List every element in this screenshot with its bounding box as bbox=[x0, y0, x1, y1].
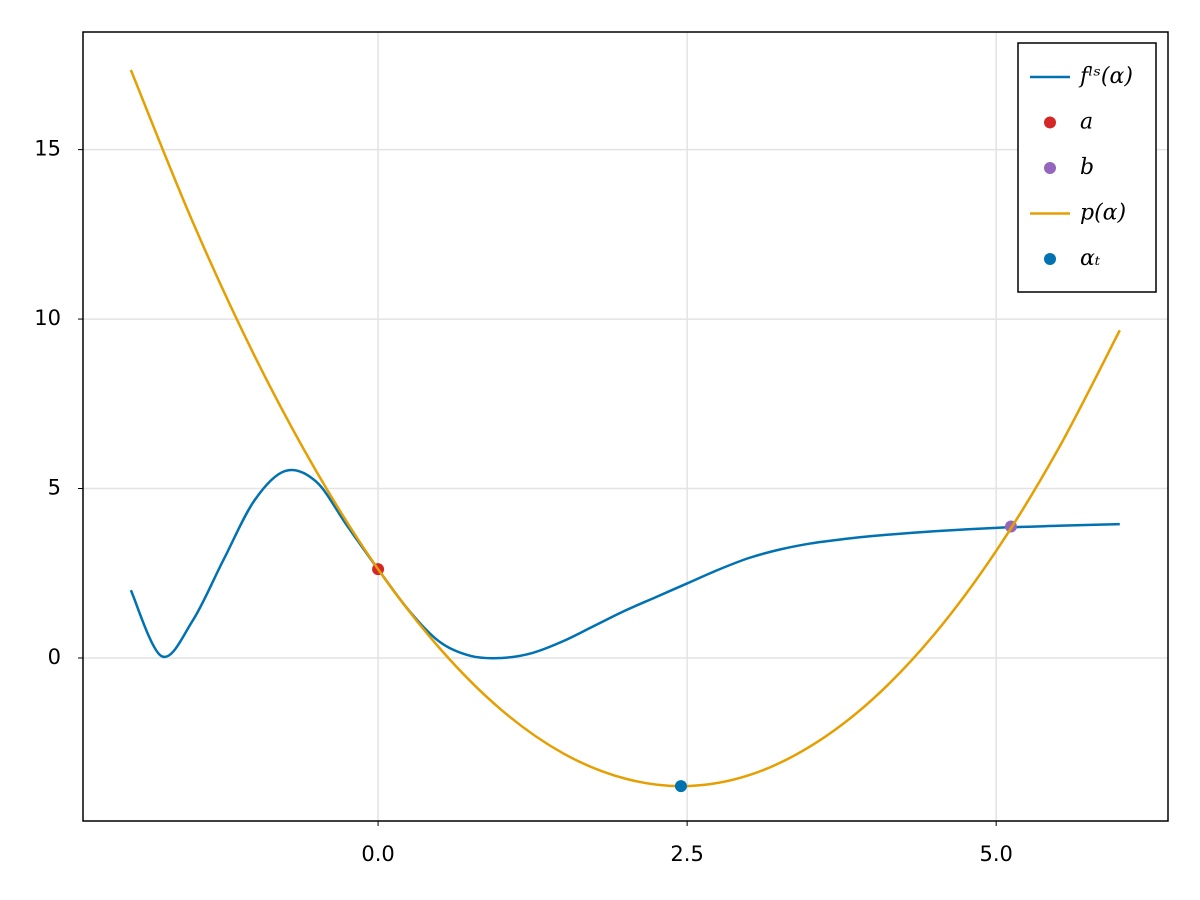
x-tick-label: 0.0 bbox=[361, 842, 394, 866]
legend-label: αₜ bbox=[1080, 246, 1101, 271]
y-tick-label: 10 bbox=[34, 306, 61, 330]
line-series bbox=[129, 69, 1121, 788]
legend-label: p(α) bbox=[1080, 201, 1126, 226]
legend-swatch bbox=[1044, 253, 1056, 265]
axes: 0.0 2.5 5.0 0 5 10 15 bbox=[34, 137, 1013, 866]
y-tick-label: 15 bbox=[34, 137, 61, 161]
plot-area bbox=[129, 69, 1121, 793]
line-series bbox=[129, 468, 1120, 660]
legend-label: a bbox=[1080, 110, 1093, 135]
legend-label: fˡˢ(α) bbox=[1078, 64, 1133, 89]
legend-box bbox=[1017, 42, 1157, 293]
x-tick-label: 2.5 bbox=[670, 842, 703, 866]
frame bbox=[82, 31, 1169, 822]
y-tick-label: 0 bbox=[48, 645, 61, 669]
x-tick-label: 5.0 bbox=[979, 842, 1012, 866]
legend: fˡˢ(α) ab p(α) αₜ bbox=[1017, 42, 1157, 293]
point bbox=[674, 780, 687, 793]
y-tick-label: 5 bbox=[48, 476, 61, 500]
legend-label: b bbox=[1080, 155, 1094, 180]
legend-swatch bbox=[1044, 162, 1056, 174]
legend-swatch bbox=[1044, 116, 1056, 129]
grid bbox=[83, 32, 1168, 821]
